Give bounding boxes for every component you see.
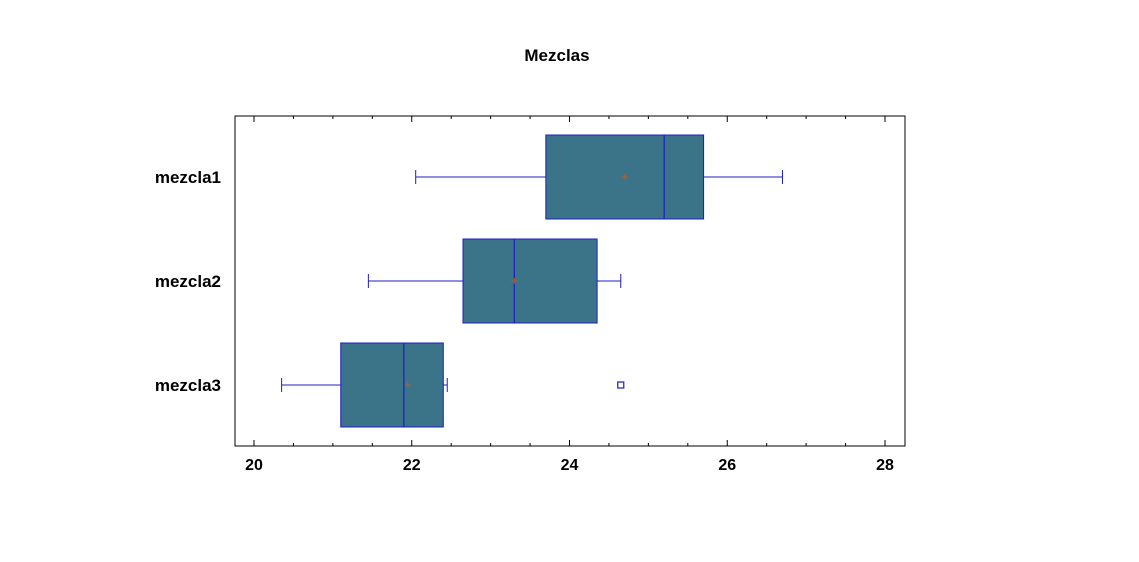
box-mezcla1: mezcla1 bbox=[155, 134, 783, 220]
box-mezcla3: mezcla3 bbox=[155, 342, 625, 428]
chart-title: Mezclas bbox=[524, 46, 589, 65]
box-series: mezcla1 mezcla2 mezcla3 bbox=[155, 134, 783, 428]
box-mezcla2: mezcla2 bbox=[155, 238, 622, 324]
category-label: mezcla1 bbox=[155, 168, 221, 187]
x-tick-label: 26 bbox=[718, 457, 736, 474]
x-tick-label: 28 bbox=[876, 457, 894, 474]
x-tick-label: 22 bbox=[403, 457, 421, 474]
x-tick-label: 20 bbox=[245, 457, 263, 474]
iqr-box bbox=[340, 342, 444, 428]
outlier-point bbox=[617, 381, 625, 389]
x-tick-label: 24 bbox=[561, 457, 579, 474]
iqr-box bbox=[462, 238, 598, 324]
x-axis: 20 22 24 26 28 bbox=[245, 116, 894, 474]
category-label: mezcla2 bbox=[155, 272, 221, 291]
category-label: mezcla3 bbox=[155, 376, 221, 395]
